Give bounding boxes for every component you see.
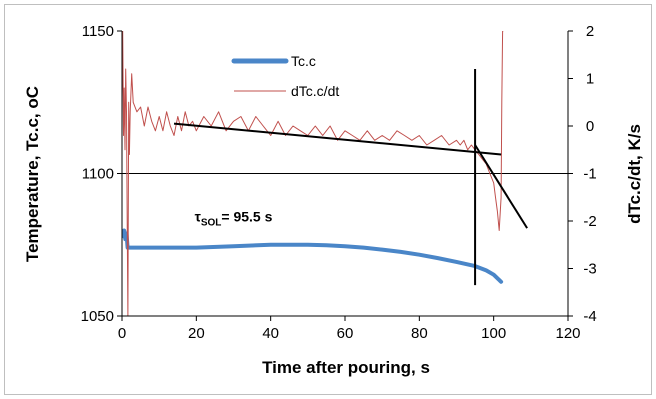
y-right-tick-label: 0 (586, 118, 594, 135)
y-axis-right-title: dTc.c/dt, K/s (625, 124, 644, 224)
x-axis-title: Time after pouring, s (262, 358, 430, 377)
tau-symbol: τ (195, 208, 202, 224)
x-tick-label: 120 (555, 325, 580, 342)
chart-border (4, 4, 652, 395)
y-right-tick-label: -4 (583, 308, 596, 325)
construction-line-1 (173, 122, 502, 156)
legend-label-tc: Tc.c (291, 53, 316, 69)
labels: Time after pouring, s Temperature, Tc.c,… (23, 86, 644, 377)
y-right-tick-label: 2 (586, 23, 594, 40)
axes: 0 20 40 60 80 100 120 1050 1100 1150 -4 -3 -2 -1 0 1 2 (81, 23, 597, 342)
x-tick-label: 60 (337, 325, 354, 342)
legend-label-dtdt: dTc.c/dt (291, 83, 339, 99)
x-tick-label: 100 (481, 325, 506, 342)
y-right-tick-label: -1 (583, 166, 596, 183)
series-line-dtdt (122, 31, 504, 316)
y-right-tick-label: -3 (583, 261, 596, 278)
y-right-tick-label: 1 (586, 71, 594, 88)
x-tick-label: 80 (411, 325, 428, 342)
tau-subscript: SOL (201, 217, 222, 228)
y-left-tick-label: 1150 (82, 23, 114, 40)
y-right-tick-label: -2 (583, 213, 596, 230)
construction-line-2 (474, 144, 528, 229)
y-axis-left-title: Temperature, Tc.c, oC (23, 86, 42, 262)
x-tick-label: 20 (188, 325, 205, 342)
tau-value: = 95.5 s (221, 208, 272, 224)
plot-area (122, 31, 568, 316)
y-left-tick-label: 1100 (82, 166, 114, 183)
tau-sol-annotation: τSOL= 95.5 s (195, 208, 273, 228)
y-left-tick-label: 1050 (81, 308, 114, 325)
x-tick-label: 0 (118, 325, 126, 342)
legend: Tc.c dTc.c/dt (231, 53, 339, 99)
x-tick-label: 40 (262, 325, 279, 342)
